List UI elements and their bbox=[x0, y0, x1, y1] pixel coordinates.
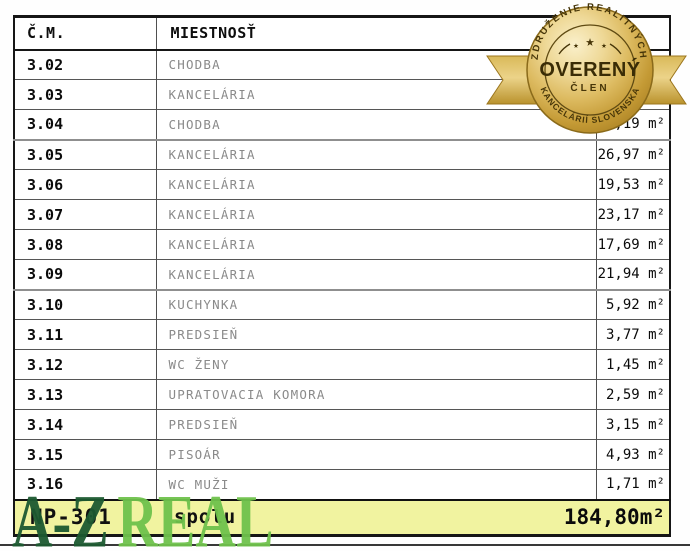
area-cell: 1,45 m² bbox=[596, 349, 670, 380]
header-room: MIESTNOSŤ bbox=[156, 16, 597, 51]
room-cell: KANCELÁRIA bbox=[156, 199, 597, 230]
cm-cell: 3.09 bbox=[14, 259, 157, 290]
area-cell: 21,94 m² bbox=[596, 259, 670, 290]
table-row: 3.07 KANCELÁRIA 23,17 m² bbox=[14, 199, 670, 230]
cm-cell: 3.03 bbox=[14, 79, 157, 110]
room-cell: PREDSIEŇ bbox=[156, 319, 597, 350]
room-cell: CHODBA bbox=[156, 109, 597, 140]
table-row: 3.05 KANCELÁRIA 26,97 m² bbox=[14, 138, 670, 170]
cm-cell: 3.14 bbox=[14, 409, 157, 440]
total-row-highlight: NP-301 spolu 184,80m² bbox=[15, 501, 669, 534]
area-cell: 1,71 m² bbox=[596, 469, 670, 500]
room-cell: KANCELÁRIA bbox=[156, 229, 597, 260]
table-row: 3.10 KUCHYNKA 5,92 m² bbox=[14, 288, 670, 320]
total-unit-label: NP-301 bbox=[30, 505, 112, 529]
cm-cell: 3.06 bbox=[14, 169, 157, 200]
area-cell: 23,17 m² bbox=[596, 199, 670, 230]
room-cell: KANCELÁRIA bbox=[156, 259, 597, 290]
area-cell: 19,53 m² bbox=[596, 169, 670, 200]
cm-cell: 3.10 bbox=[14, 288, 157, 320]
total-area-value: 184,80m² bbox=[563, 505, 665, 529]
area-cell: 26,97 m² bbox=[596, 138, 670, 170]
area-cell: 3,15 m² bbox=[596, 409, 670, 440]
cm-cell: 3.16 bbox=[14, 469, 157, 500]
star-flourish-right-icon bbox=[609, 43, 622, 55]
star-icon: ★ bbox=[573, 41, 579, 51]
cm-cell: 3.11 bbox=[14, 319, 157, 350]
overeny-badge: ZDRUŽENIE REALITNÝCH KANCELÁRIÍ SLOVENSK… bbox=[486, 2, 687, 134]
room-cell: KANCELÁRIA bbox=[156, 169, 597, 200]
area-cell: 3,77 m² bbox=[596, 319, 670, 350]
cm-cell: 3.12 bbox=[14, 349, 157, 380]
star-icon: ★ bbox=[601, 41, 607, 51]
table-row: 3.08 KANCELÁRIA 17,69 m² bbox=[14, 229, 670, 260]
total-row: NP-301 spolu 184,80m² bbox=[14, 498, 670, 535]
room-cell: KUCHYNKA bbox=[156, 288, 597, 320]
table-row: 3.06 KANCELÁRIA 19,53 m² bbox=[14, 169, 670, 200]
cm-cell: 3.07 bbox=[14, 199, 157, 230]
star-icon: ★ bbox=[585, 32, 594, 50]
room-cell: PISOÁR bbox=[156, 439, 597, 470]
room-cell: WC ŽENY bbox=[156, 349, 597, 380]
area-cell: 2,59 m² bbox=[596, 379, 670, 410]
table-row: 3.11 PREDSIEŇ 3,77 m² bbox=[14, 319, 670, 350]
total-spolu-label: spolu bbox=[174, 506, 237, 528]
bottom-rule bbox=[0, 544, 690, 546]
room-cell: UPRATOVACIA KOMORA bbox=[156, 379, 597, 410]
room-cell: KANCELÁRIA bbox=[156, 138, 597, 170]
cm-cell: 3.08 bbox=[14, 229, 157, 260]
area-cell: 17,69 m² bbox=[596, 229, 670, 260]
cm-cell: 3.15 bbox=[14, 439, 157, 470]
table-row: 3.16 WC MUŽI 1,71 m² bbox=[14, 469, 670, 500]
table-row: 3.13 UPRATOVACIA KOMORA 2,59 m² bbox=[14, 379, 670, 410]
cm-cell: 3.04 bbox=[14, 109, 157, 140]
badge-inner-ring bbox=[544, 24, 636, 116]
room-cell: PREDSIEŇ bbox=[156, 409, 597, 440]
table-header-row: Č.M. MIESTNOSŤ bbox=[14, 16, 670, 51]
star-flourish-left-icon bbox=[558, 43, 571, 55]
room-cell: WC MUŽI bbox=[156, 469, 597, 500]
table-row: 3.14 PREDSIEŇ 3,15 m² bbox=[14, 409, 670, 440]
table-row: 3.15 PISOÁR 4,93 m² bbox=[14, 439, 670, 470]
cm-cell: 3.05 bbox=[14, 138, 157, 170]
badge-title: OVERENÝ bbox=[539, 57, 640, 81]
table-row: 3.09 KANCELÁRIA 21,94 m² bbox=[14, 259, 670, 290]
area-cell: 5,92 m² bbox=[596, 288, 670, 320]
table-row: 3.12 WC ŽENY 1,45 m² bbox=[14, 349, 670, 380]
cm-cell: 3.02 bbox=[14, 49, 157, 80]
cm-cell: 3.13 bbox=[14, 379, 157, 410]
area-cell: 4,93 m² bbox=[596, 439, 670, 470]
header-cm: Č.M. bbox=[14, 16, 157, 51]
badge-member-text: ČLEN bbox=[570, 81, 609, 94]
